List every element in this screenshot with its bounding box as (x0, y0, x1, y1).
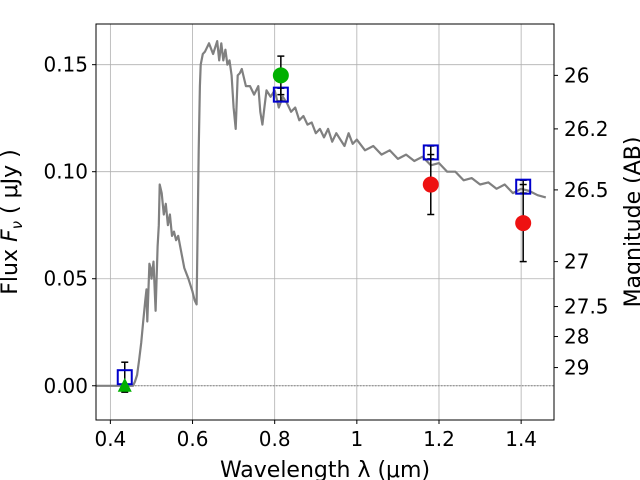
photometry-point (422, 176, 439, 193)
model-spectrum-line (96, 39, 547, 387)
x-tick-label: 1 (350, 427, 363, 451)
y2-tick-label: 28 (564, 325, 589, 349)
y-tick-label: 0.15 (43, 53, 88, 77)
y2-axis-ticks: 26 26.2 26.5 27 27.5 28 29 (554, 63, 609, 380)
x-tick-label: 0.8 (259, 427, 291, 451)
x-axis-ticks: 0.4 0.6 0.8 1 1.2 1.4 (94, 420, 537, 451)
x-tick-label: 0.6 (177, 427, 209, 451)
grid-lines (96, 24, 554, 420)
y-axis-label: Flux Fν ( μJy ) (0, 149, 26, 294)
y2-tick-label: 26.5 (564, 178, 609, 202)
y2-tick-label: 26.2 (564, 117, 609, 141)
x-tick-label: 0.4 (94, 427, 126, 451)
upper-limit-marker (117, 377, 132, 392)
photometry-point (515, 215, 532, 232)
y2-axis-label: Magnitude (AB) (621, 137, 640, 308)
y2-tick-label: 27.5 (564, 295, 609, 319)
photometry-point (272, 67, 289, 84)
y-tick-label: 0.00 (43, 374, 88, 398)
y2-tick-label: 29 (564, 356, 589, 380)
y-tick-label: 0.10 (43, 160, 88, 184)
x-axis-label: Wavelength λ (μm) (220, 458, 430, 480)
y-tick-label: 0.05 (43, 267, 88, 291)
plot-area (96, 39, 547, 393)
axes-frame (95, 23, 555, 421)
x-tick-label: 1.2 (423, 427, 455, 451)
x-tick-label: 1.4 (505, 427, 537, 451)
y-axis-ticks: 0.00 0.05 0.10 0.15 (43, 53, 96, 398)
y2-tick-label: 26 (564, 63, 589, 87)
y2-tick-label: 27 (564, 250, 589, 274)
